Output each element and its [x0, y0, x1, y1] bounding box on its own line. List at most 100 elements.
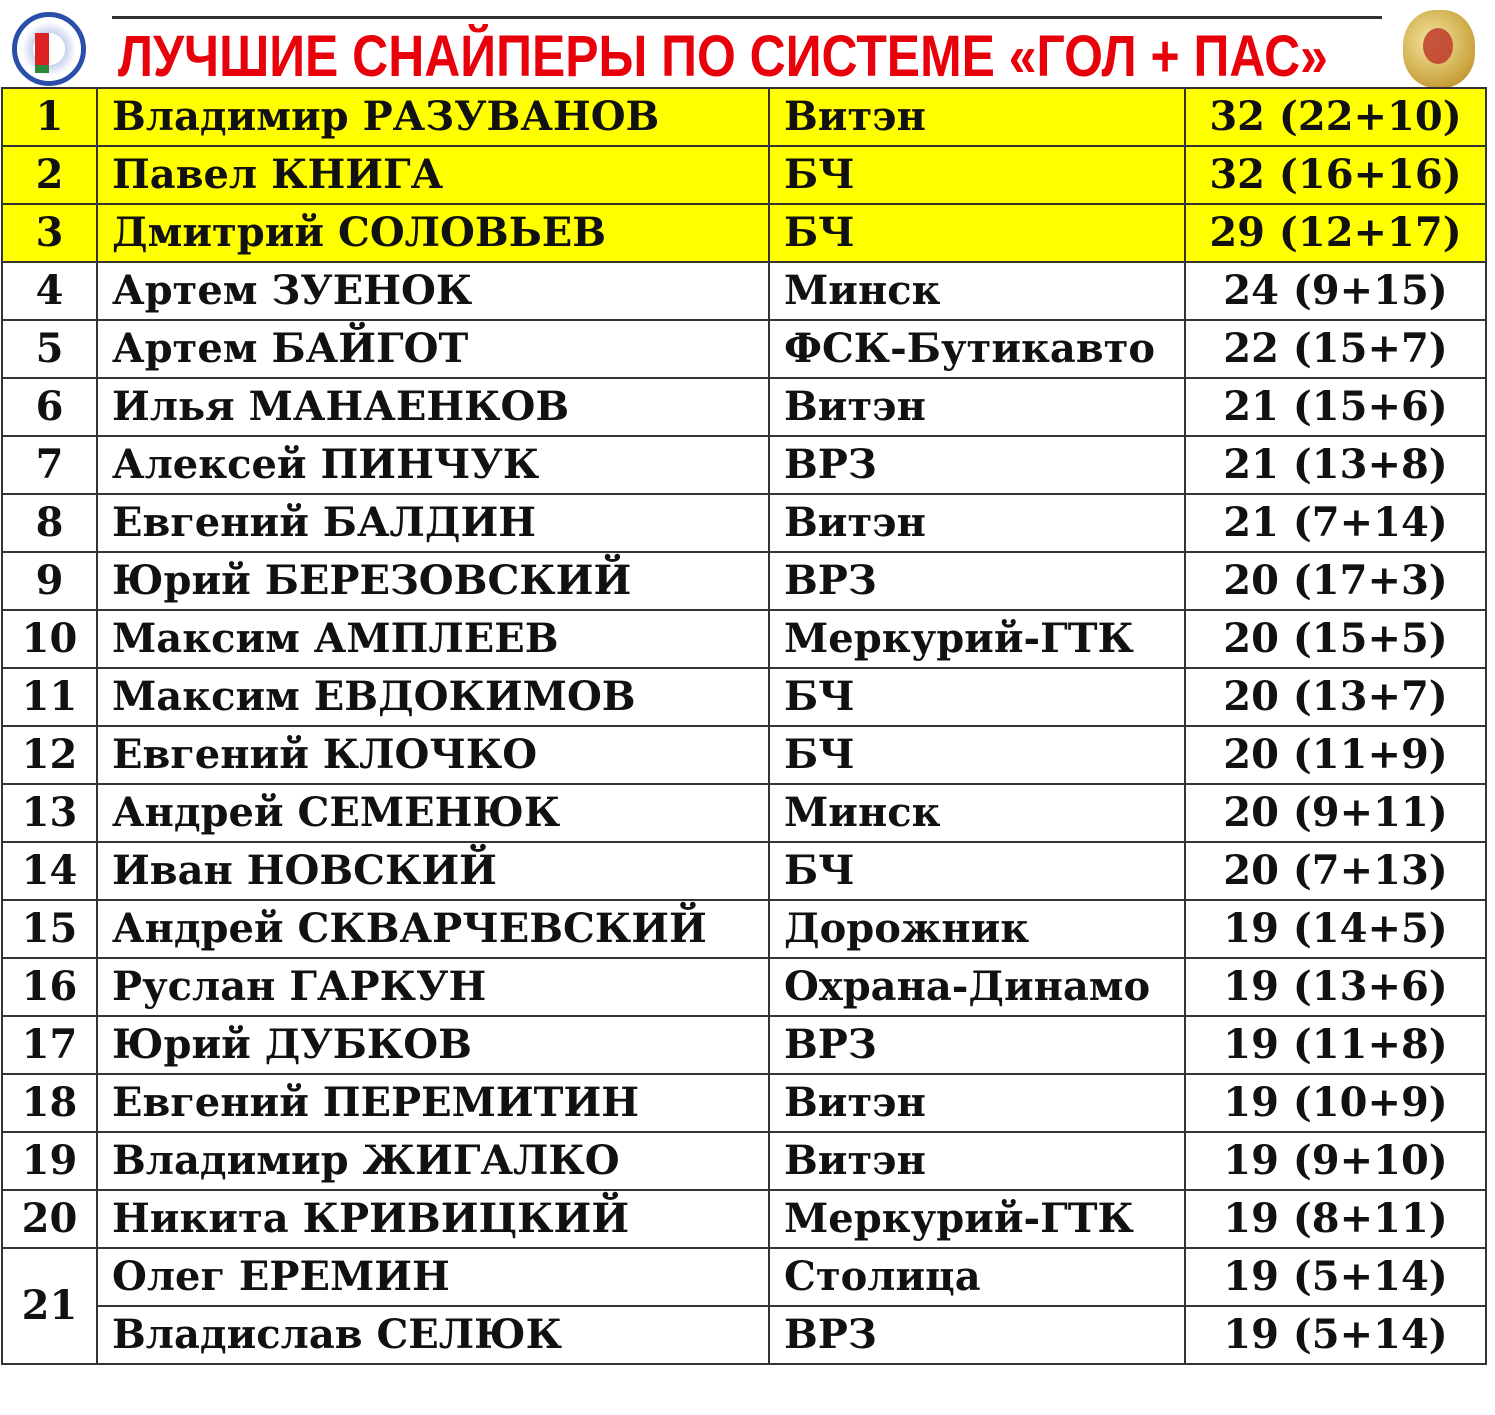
table-row: 9 Юрий БЕРЕЗОВСКИЙ ВРЗ 20 (17+3) — [1, 551, 1487, 611]
table-row: 17 Юрий ДУБКОВ ВРЗ 19 (11+8) — [1, 1015, 1487, 1075]
team-name: БЧ — [768, 725, 1186, 785]
player-name: Максим АМПЛЕЕВ — [96, 609, 770, 669]
points-cell: 21 (13+8) — [1184, 435, 1487, 495]
team-name: Дорожник — [768, 899, 1186, 959]
table-row: 15 Андрей СКВАРЧЕВСКИЙ Дорожник 19 (14+5) — [1, 899, 1487, 959]
team-name: БЧ — [768, 667, 1186, 727]
table-row: 7 Алексей ПИНЧУК ВРЗ 21 (13+8) — [1, 435, 1487, 495]
points-cell: 20 (17+3) — [1184, 551, 1487, 611]
team-name: БЧ — [768, 145, 1186, 205]
rank-cell: 15 — [1, 899, 98, 959]
team-name: ФСК-Бутикавто — [768, 319, 1186, 379]
table-row: 21 Олег ЕРЕМИН Столица 19 (5+14) — [1, 1247, 1487, 1365]
player-name: Илья МАНАЕНКОВ — [96, 377, 770, 437]
rank-cell: 20 — [1, 1189, 98, 1249]
player-name: Андрей СКВАРЧЕВСКИЙ — [96, 899, 770, 959]
team-name: ВРЗ — [768, 1015, 1186, 1075]
player-name: Иван НОВСКИЙ — [96, 841, 770, 901]
team-name: ВРЗ — [768, 551, 1186, 611]
team-name: ВРЗ — [768, 435, 1186, 495]
team-name: ВРЗ — [768, 1305, 1186, 1365]
points-cell: 19 (5+14) — [1184, 1305, 1487, 1365]
table-row: 19 Владимир ЖИГАЛКО Витэн 19 (9+10) — [1, 1131, 1487, 1191]
scorers-table: 1 Владимир РАЗУВАНОВ Витэн 32 (22+10) 2 Павел… — [1, 87, 1487, 1365]
team-name: Минск — [768, 783, 1186, 843]
gold-medal-emblem-icon — [1403, 10, 1475, 88]
rank-cell: 4 — [1, 261, 98, 321]
table-row: 1 Владимир РАЗУВАНОВ Витэн 32 (22+10) — [1, 87, 1487, 147]
table-row: 4 Артем ЗУЕНОК Минск 24 (9+15) — [1, 261, 1487, 321]
divider — [112, 16, 1382, 19]
points-cell: 19 (11+8) — [1184, 1015, 1487, 1075]
player-name: Андрей СЕМЕНЮК — [96, 783, 770, 843]
table-row: 3 Дмитрий СОЛОВЬЕВ БЧ 29 (12+17) — [1, 203, 1487, 263]
team-name: Меркурий-ГТК — [768, 1189, 1186, 1249]
team-name: Минск — [768, 261, 1186, 321]
player-name: Павел КНИГА — [96, 145, 770, 205]
player-name: Максим ЕВДОКИМОВ — [96, 667, 770, 727]
rank-cell: 5 — [1, 319, 98, 379]
rank-cell: 6 — [1, 377, 98, 437]
player-name: Евгений КЛОЧКО — [96, 725, 770, 785]
rank-cell: 2 — [1, 145, 98, 205]
table-row: 8 Евгений БАЛДИН Витэн 21 (7+14) — [1, 493, 1487, 553]
player-name: Артем БАЙГОТ — [96, 319, 770, 379]
player-name: Руслан ГАРКУН — [96, 957, 770, 1017]
federation-emblem-icon — [12, 12, 86, 86]
team-name: Витэн — [768, 493, 1186, 553]
team-name: Витэн — [768, 1131, 1186, 1191]
table-row: 12 Евгений КЛОЧКО БЧ 20 (11+9) — [1, 725, 1487, 785]
page-title: ЛУЧШИЕ СНАЙПЕРЫ ПО СИСТЕМЕ «ГОЛ + ПАС» — [118, 24, 1328, 89]
points-cell: 21 (15+6) — [1184, 377, 1487, 437]
rank-cell: 11 — [1, 667, 98, 727]
player-name: Олег ЕРЕМИН — [96, 1247, 770, 1307]
rank-cell: 13 — [1, 783, 98, 843]
table-row: 10 Максим АМПЛЕЕВ Меркурий-ГТК 20 (15+5) — [1, 609, 1487, 669]
player-name: Владимир РАЗУВАНОВ — [96, 87, 770, 147]
team-name: БЧ — [768, 203, 1186, 263]
rank-cell: 1 — [1, 87, 98, 147]
rank-cell: 21 — [1, 1247, 98, 1365]
player-name: Дмитрий СОЛОВЬЕВ — [96, 203, 770, 263]
rank-cell: 17 — [1, 1015, 98, 1075]
table-row: Владислав СЕЛЮК ВРЗ 19 (5+14) — [2, 1305, 1487, 1365]
points-cell: 19 (14+5) — [1184, 899, 1487, 959]
rank-cell: 3 — [1, 203, 98, 263]
points-cell: 21 (7+14) — [1184, 493, 1487, 553]
rank-cell: 16 — [1, 957, 98, 1017]
points-cell: 32 (22+10) — [1184, 87, 1487, 147]
table-row: 6 Илья МАНАЕНКОВ Витэн 21 (15+6) — [1, 377, 1487, 437]
team-name: Витэн — [768, 87, 1186, 147]
rank-cell: 18 — [1, 1073, 98, 1133]
points-cell: 29 (12+17) — [1184, 203, 1487, 263]
table-row: 20 Никита КРИВИЦКИЙ Меркурий-ГТК 19 (8+11) — [1, 1189, 1487, 1249]
points-cell: 19 (5+14) — [1184, 1247, 1487, 1307]
rank-cell: 10 — [1, 609, 98, 669]
points-cell: 20 (15+5) — [1184, 609, 1487, 669]
player-name: Никита КРИВИЦКИЙ — [96, 1189, 770, 1249]
rank-cell: 7 — [1, 435, 98, 495]
table-row: 5 Артем БАЙГОТ ФСК-Бутикавто 22 (15+7) — [1, 319, 1487, 379]
points-cell: 20 (9+11) — [1184, 783, 1487, 843]
points-cell: 19 (9+10) — [1184, 1131, 1487, 1191]
team-name: Столица — [768, 1247, 1186, 1307]
player-name: Юрий ДУБКОВ — [96, 1015, 770, 1075]
points-cell: 20 (11+9) — [1184, 725, 1487, 785]
team-name: Охрана-Динамо — [768, 957, 1186, 1017]
table-row: 2 Павел КНИГА БЧ 32 (16+16) — [1, 145, 1487, 205]
team-name: Витэн — [768, 377, 1186, 437]
points-cell: 19 (8+11) — [1184, 1189, 1487, 1249]
points-cell: 32 (16+16) — [1184, 145, 1487, 205]
table-row: 13 Андрей СЕМЕНЮК Минск 20 (9+11) — [1, 783, 1487, 843]
player-name: Артем ЗУЕНОК — [96, 261, 770, 321]
points-cell: 22 (15+7) — [1184, 319, 1487, 379]
points-cell: 20 (7+13) — [1184, 841, 1487, 901]
player-name: Владимир ЖИГАЛКО — [96, 1131, 770, 1191]
team-name: БЧ — [768, 841, 1186, 901]
player-name: Юрий БЕРЕЗОВСКИЙ — [96, 551, 770, 611]
points-cell: 24 (9+15) — [1184, 261, 1487, 321]
player-name: Евгений ПЕРЕМИТИН — [96, 1073, 770, 1133]
table-row: 16 Руслан ГАРКУН Охрана-Динамо 19 (13+6) — [1, 957, 1487, 1017]
rank-cell: 12 — [1, 725, 98, 785]
points-cell: 19 (10+9) — [1184, 1073, 1487, 1133]
